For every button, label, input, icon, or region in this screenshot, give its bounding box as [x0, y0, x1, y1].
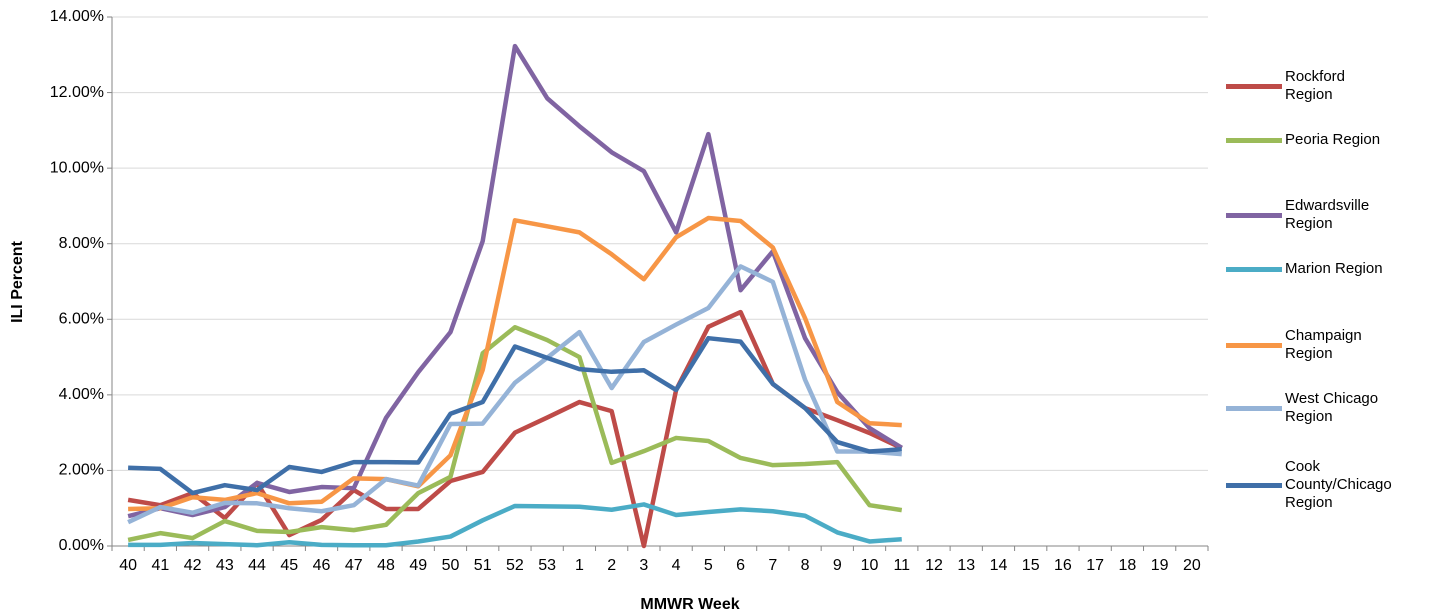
x-tick-label: 1	[575, 557, 584, 574]
legend-item: Rockford Region	[1226, 68, 1396, 104]
legend-label: Edwardsville Region	[1285, 197, 1370, 232]
x-tick-label: 16	[1054, 557, 1072, 574]
x-tick-label: 14	[990, 557, 1008, 574]
x-tick-label: 51	[474, 557, 492, 574]
legend-swatch	[1226, 342, 1282, 348]
y-axis-title: ILI Percent	[9, 240, 26, 322]
legend-item: Champaign Region	[1226, 327, 1396, 363]
x-tick-label: 18	[1119, 557, 1137, 574]
x-tick-label: 52	[506, 557, 524, 574]
x-tick-label: 5	[704, 557, 713, 574]
x-tick-label: 4	[672, 557, 681, 574]
x-tick-label: 7	[768, 557, 777, 574]
legend-swatch	[1226, 212, 1282, 218]
legend-item: West Chicago Region	[1226, 390, 1396, 426]
series-line	[128, 502, 902, 548]
y-tick-label: 2.00%	[59, 462, 104, 479]
x-tick-label: 2	[607, 557, 616, 574]
x-tick-label: 12	[925, 557, 943, 574]
legend-item: Peoria Region	[1226, 131, 1396, 149]
x-tick-label: 13	[957, 557, 975, 574]
x-tick-label: 8	[801, 557, 810, 574]
x-tick-label: 15	[1022, 557, 1040, 574]
y-tick-label: 4.00%	[59, 386, 104, 403]
x-tick-label: 3	[639, 557, 648, 574]
y-tick-label: 12.00%	[50, 84, 104, 101]
x-tick-label: 19	[1151, 557, 1169, 574]
x-axis-title: MMWR Week	[640, 596, 739, 613]
legend-swatch	[1226, 137, 1282, 143]
legend-swatch	[1226, 83, 1282, 89]
x-tick-label: 47	[345, 557, 363, 574]
x-tick-label: 17	[1086, 557, 1104, 574]
x-tick-label: 10	[861, 557, 879, 574]
x-tick-label: 11	[893, 557, 910, 574]
legend-label: Marion Region	[1285, 260, 1383, 277]
series-line	[127, 264, 902, 525]
x-tick-label: 44	[248, 557, 266, 574]
x-tick-label: 42	[184, 557, 202, 574]
legend-item: Edwardsville Region	[1226, 197, 1396, 233]
x-tick-label: 41	[151, 557, 169, 574]
y-tick-label: 8.00%	[59, 235, 104, 252]
legend-label: Peoria Region	[1285, 131, 1381, 148]
x-tick-label: 50	[442, 557, 460, 574]
legend-swatch	[1226, 266, 1282, 272]
x-tick-label: 6	[736, 557, 745, 574]
x-tick-label: 40	[119, 557, 137, 574]
legend-label: Rockford Region	[1285, 68, 1346, 103]
x-tick-label: 53	[538, 557, 556, 574]
legend-label: Cook County/Chicago Region	[1285, 458, 1392, 511]
series-line	[128, 335, 902, 496]
series-line	[127, 324, 903, 543]
legend-label: West Chicago Region	[1285, 390, 1379, 425]
x-tick-label: 45	[280, 557, 298, 574]
legend-label: Champaign Region	[1285, 327, 1362, 362]
legend-swatch	[1226, 405, 1282, 411]
legend-item: Marion Region	[1226, 260, 1396, 278]
x-tick-label: 46	[313, 557, 331, 574]
y-tick-label: 14.00%	[50, 8, 104, 25]
x-tick-label: 9	[833, 557, 842, 574]
series-line	[128, 215, 902, 512]
x-tick-label: 43	[216, 557, 234, 574]
legend-item: Cook County/Chicago Region	[1226, 458, 1396, 512]
x-tick-label: 20	[1183, 557, 1201, 574]
x-tick-label: 49	[409, 557, 427, 574]
y-tick-label: 6.00%	[59, 311, 104, 328]
y-tick-label: 0.00%	[59, 537, 104, 554]
y-tick-label: 10.00%	[50, 159, 104, 176]
legend-swatch	[1226, 482, 1282, 488]
x-tick-label: 48	[377, 557, 395, 574]
